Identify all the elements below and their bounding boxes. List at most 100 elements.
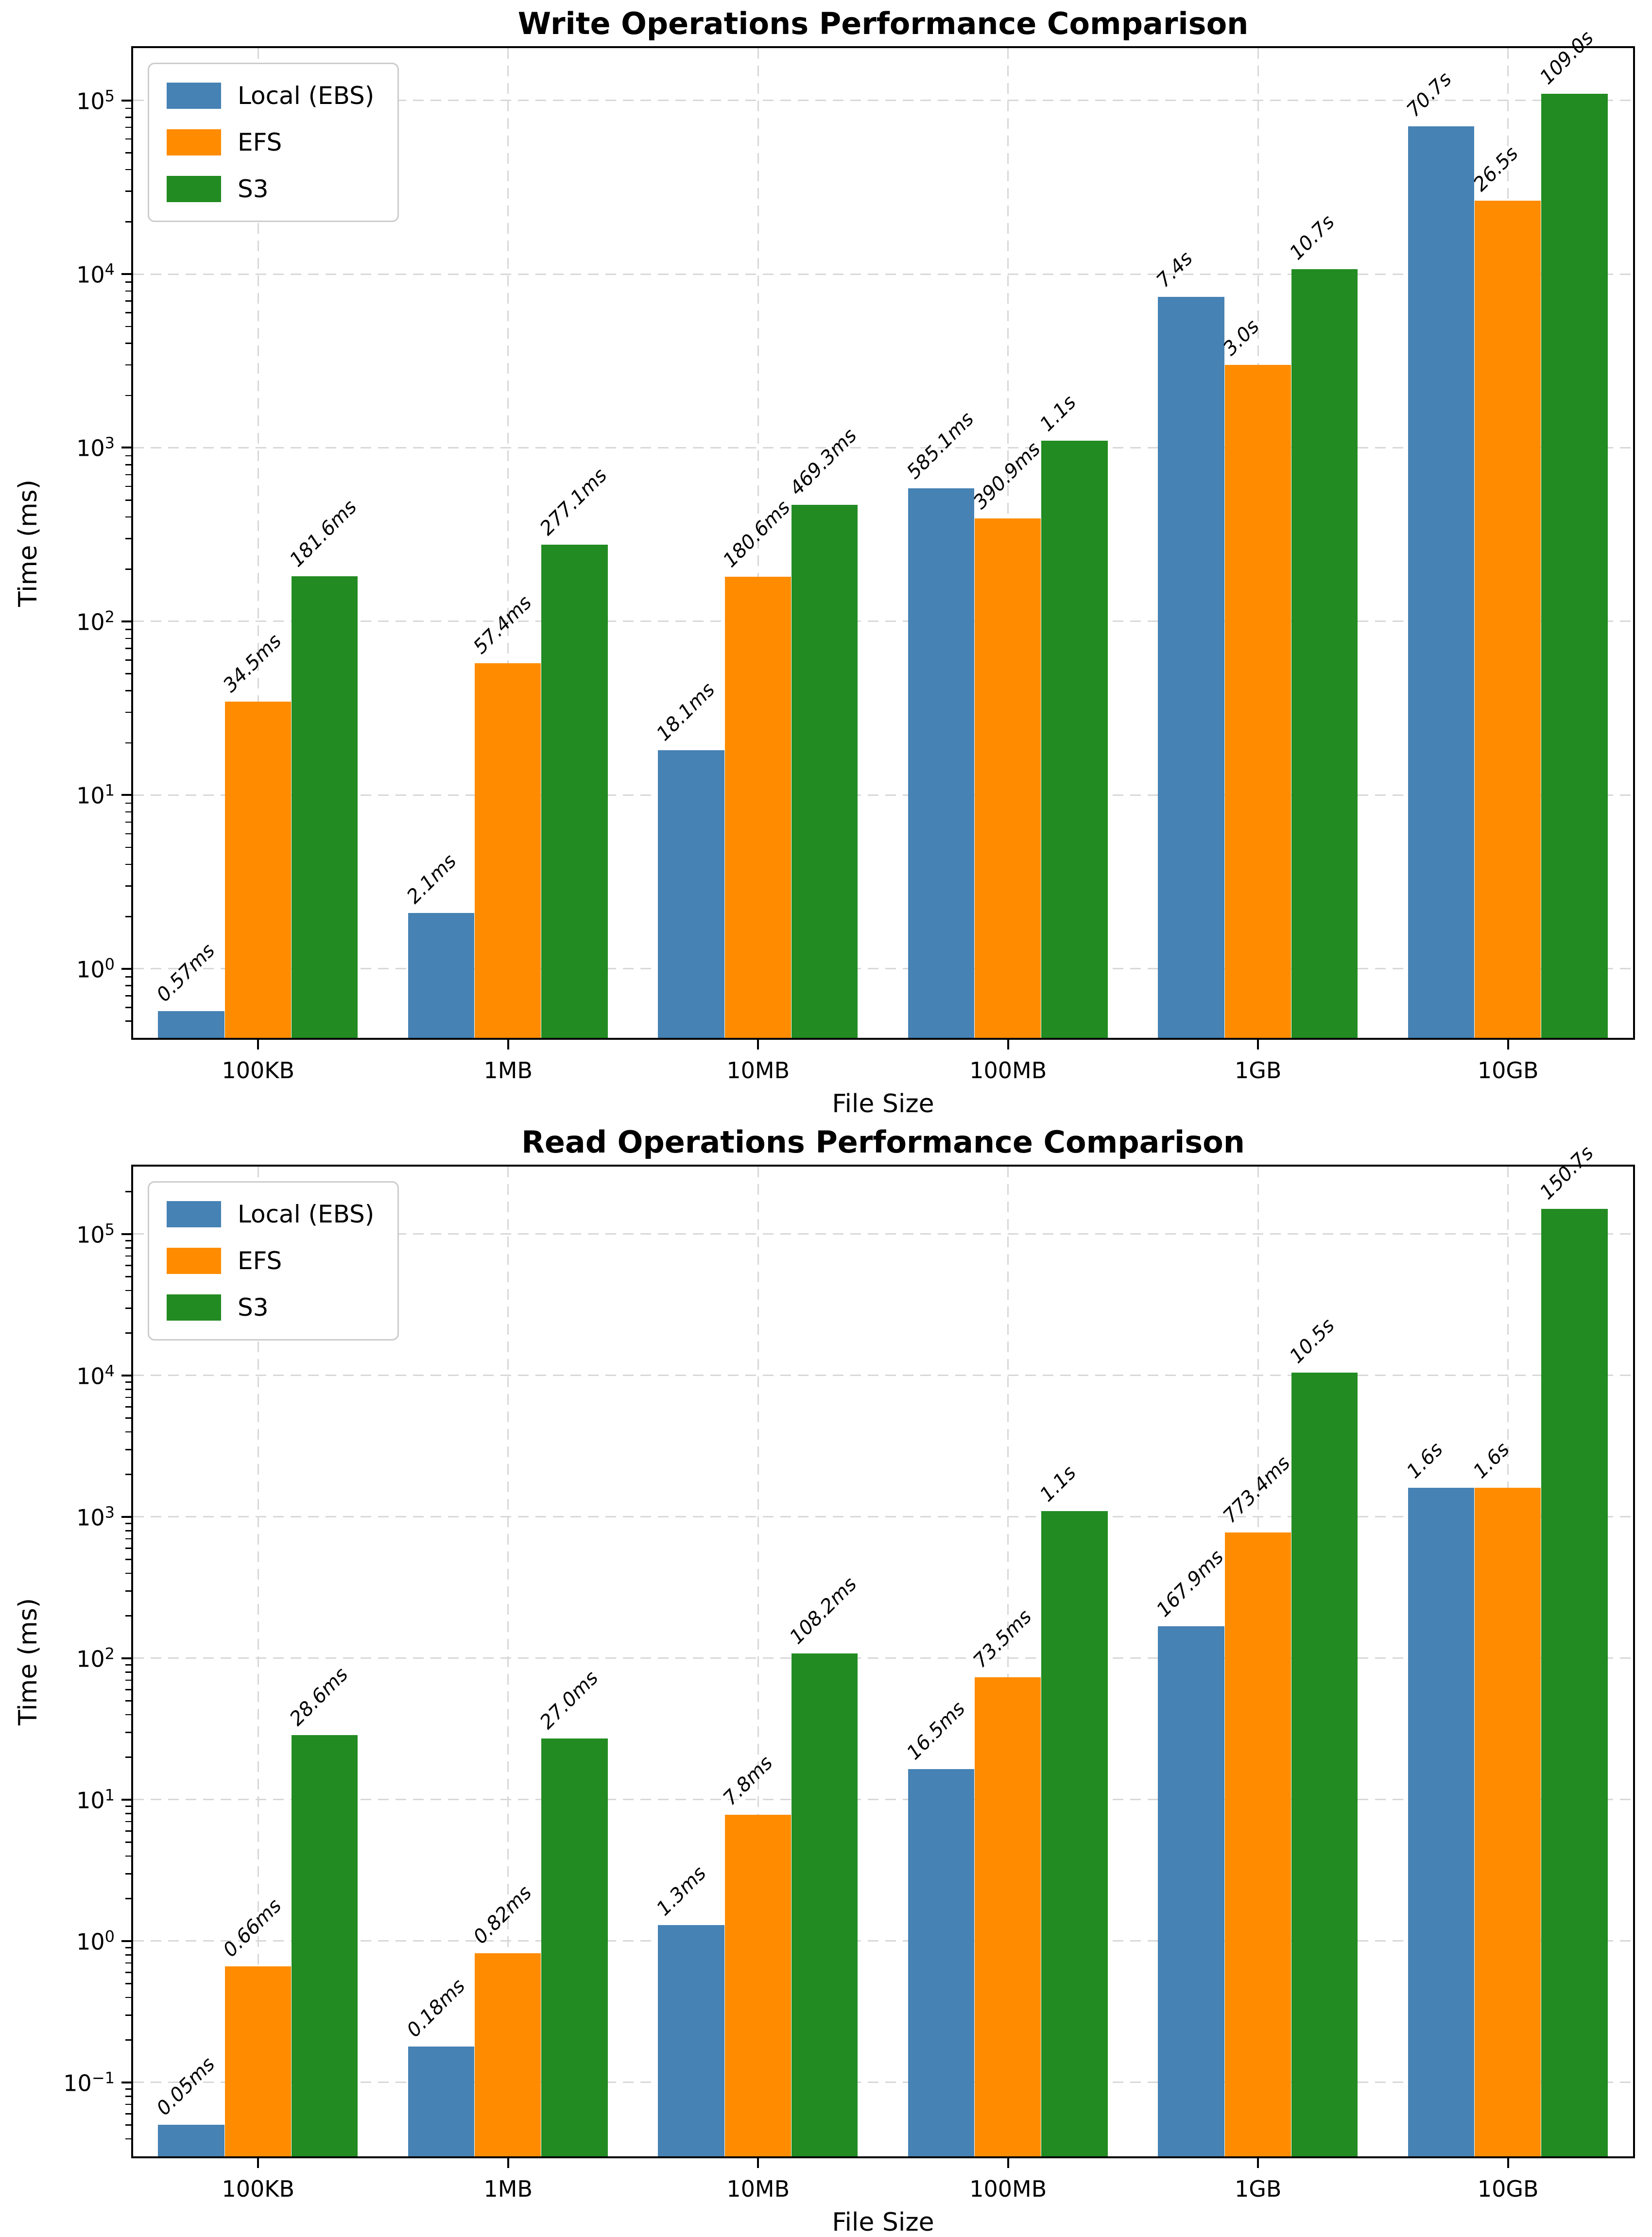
- bar-local-ebs-1mb: [408, 912, 475, 1038]
- y-minor-tick: [125, 1548, 131, 1549]
- h-gridline: [133, 1657, 1633, 1659]
- y-minor-tick: [125, 1664, 131, 1666]
- bar-efs-100mb: [975, 1677, 1041, 2156]
- x-major-tick: [257, 2158, 259, 2168]
- y-minor-tick: [125, 1406, 131, 1408]
- x-tick-label: 100KB: [222, 2176, 295, 2202]
- bar-s3-1mb: [541, 1738, 608, 2156]
- y-minor-tick: [125, 976, 131, 978]
- y-minor-tick: [125, 455, 131, 457]
- y-minor-tick: [125, 1983, 131, 1984]
- y-minor-tick: [125, 2138, 131, 2140]
- bar-efs-10mb: [724, 577, 791, 1038]
- x-tick-label: 100MB: [969, 2176, 1047, 2202]
- bar-efs-100kb: [224, 1966, 291, 2156]
- y-minor-tick: [125, 742, 131, 744]
- y-minor-tick: [125, 1947, 131, 1948]
- bar-efs-100kb: [224, 702, 291, 1038]
- bar-value-label: 7.8ms: [719, 1752, 777, 1810]
- bar-value-label: 18.1ms: [652, 678, 720, 746]
- y-minor-tick: [125, 833, 131, 835]
- plot-area-read: 0.05ms 0.66ms 28.6ms 0.18ms 0.82ms 27.0ms 1.3m…: [131, 1142, 1635, 2158]
- y-minor-tick: [125, 1855, 131, 1857]
- y-minor-tick: [125, 985, 131, 986]
- legend-label: Local (EBS): [238, 1200, 375, 1228]
- legend-item: Local (EBS): [167, 1200, 374, 1228]
- y-minor-tick: [125, 2014, 131, 2016]
- bar-value-label: 1.1s: [1035, 1461, 1081, 1506]
- v-gridline: [507, 1167, 509, 2156]
- x-major-tick: [757, 1040, 759, 1050]
- y-minor-tick: [125, 281, 131, 283]
- y-minor-tick: [125, 629, 131, 630]
- y-minor-tick: [125, 846, 131, 848]
- bar-value-label: 0.57ms: [152, 939, 220, 1007]
- h-gridline: [133, 447, 1633, 448]
- y-minor-tick: [125, 516, 131, 518]
- bar-efs-1gb: [1224, 364, 1291, 1038]
- h-gridline: [133, 100, 1633, 102]
- bar-s3-10mb: [791, 1653, 858, 2156]
- x-major-tick: [507, 1040, 509, 1050]
- y-minor-tick: [125, 474, 131, 476]
- legend: Local (EBS) EFS S3: [148, 63, 399, 222]
- bar-value-label: 390.9ms: [969, 438, 1045, 514]
- read-operations-chart: Read Operations Performance Comparison T…: [0, 1118, 1652, 2237]
- y-minor-tick: [125, 464, 131, 465]
- y-minor-tick: [125, 343, 131, 344]
- bar-value-label: 26.5s: [1469, 142, 1523, 196]
- x-axis-label-write: File Size: [832, 1089, 934, 1118]
- y-major-tick: [121, 2081, 131, 2083]
- y-minor-tick: [125, 190, 131, 192]
- y-major-tick: [121, 967, 131, 970]
- y-minor-tick: [125, 1572, 131, 1574]
- h-gridline: [133, 968, 1633, 970]
- v-gridline: [257, 1167, 259, 2156]
- x-tick-label: 10MB: [726, 1057, 790, 1084]
- y-minor-tick: [125, 1474, 131, 1475]
- y-minor-tick: [125, 1898, 131, 1899]
- legend-swatch-efs: [167, 129, 221, 155]
- legend-label: S3: [238, 1293, 269, 1322]
- y-minor-tick: [125, 300, 131, 302]
- y-axis-label-write: Time (ms): [14, 479, 43, 607]
- y-minor-tick: [125, 290, 131, 292]
- v-gridline: [757, 1167, 759, 2156]
- bar-value-label: 150.7s: [1535, 1141, 1598, 1204]
- y-major-tick: [121, 1233, 131, 1235]
- y-minor-tick: [125, 1756, 131, 1758]
- y-minor-tick: [125, 1972, 131, 1973]
- y-minor-tick: [125, 711, 131, 713]
- bar-local-ebs-10mb: [658, 750, 724, 1038]
- y-minor-tick: [125, 1679, 131, 1681]
- bar-value-label: 7.4s: [1152, 247, 1197, 292]
- y-minor-tick: [125, 126, 131, 128]
- bar-local-ebs-100mb: [908, 1769, 975, 2156]
- x-major-tick: [757, 2158, 759, 2168]
- x-tick-label: 10GB: [1477, 1057, 1539, 1084]
- y-minor-tick: [125, 1020, 131, 1022]
- y-minor-tick: [125, 916, 131, 917]
- bar-value-label: 1.1s: [1035, 391, 1081, 436]
- y-minor-tick: [125, 1996, 131, 1998]
- y-minor-tick: [125, 863, 131, 865]
- legend-label: EFS: [238, 1247, 282, 1275]
- y-minor-tick: [125, 326, 131, 327]
- y-minor-tick: [125, 821, 131, 823]
- bar-value-label: 167.9ms: [1152, 1546, 1228, 1622]
- y-minor-tick: [125, 364, 131, 366]
- x-major-tick: [1257, 1040, 1259, 1050]
- x-tick-label: 100KB: [222, 1057, 295, 1084]
- y-major-tick: [121, 1515, 131, 1518]
- y-tick-label: 101: [76, 1786, 115, 1814]
- y-minor-tick: [125, 499, 131, 501]
- bar-local-ebs-1gb: [1158, 1626, 1224, 2156]
- bar-value-label: 181.6ms: [285, 496, 361, 572]
- bar-efs-10mb: [724, 1815, 791, 2156]
- y-minor-tick: [125, 1830, 131, 1832]
- bar-value-label: 277.1ms: [535, 464, 612, 540]
- y-minor-tick: [125, 2096, 131, 2097]
- y-major-tick: [121, 447, 131, 449]
- y-minor-tick: [125, 1431, 131, 1433]
- chart-title-read: Read Operations Performance Comparison: [521, 1124, 1245, 1160]
